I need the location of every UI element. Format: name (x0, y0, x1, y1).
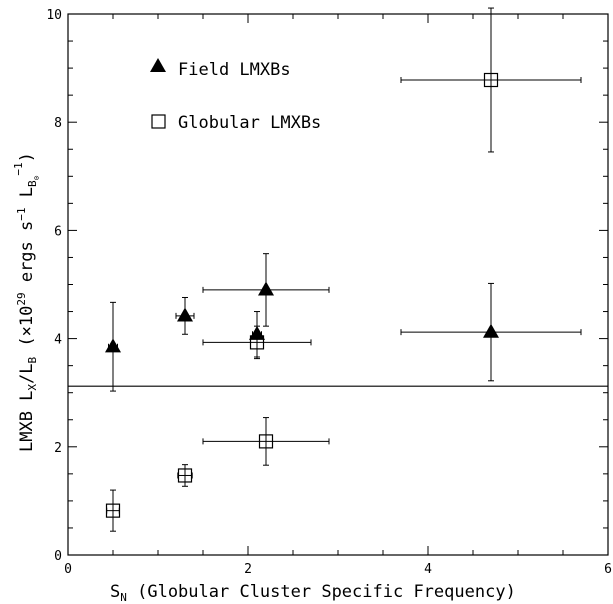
field-lmxb-point (400, 282, 582, 382)
x-tick-label: 6 (604, 562, 612, 577)
triangle-marker (258, 281, 274, 296)
triangle-marker (105, 338, 121, 353)
y-axis-label: LMXB LX/LB (×1029 ergs s−1 LB⊙−1) (12, 152, 41, 452)
y-tick-label: 8 (54, 116, 62, 131)
globular-lmxb-point (400, 7, 582, 153)
triangle-marker (177, 307, 193, 322)
y-tick-label: 4 (54, 333, 62, 348)
field-lmxb-point (105, 301, 121, 392)
plot-frame (67, 13, 609, 556)
globular-lmxb-point (105, 489, 121, 532)
legend: Field LMXBs Globular LMXBs (150, 58, 321, 133)
field-lmxb-point (202, 253, 330, 327)
legend-square-marker (151, 114, 166, 129)
legend-globular-label: Globular LMXBs (178, 113, 321, 133)
globular-lmxb-point (202, 417, 330, 466)
square-marker (483, 72, 499, 88)
y-tick-label: 2 (54, 441, 62, 456)
square-marker (177, 468, 193, 483)
x-tick-label: 4 (424, 562, 432, 577)
x-tick-label: 2 (244, 562, 252, 577)
y-tick-label: 0 (54, 549, 62, 564)
x-tick-label: 0 (64, 562, 72, 577)
square-marker (249, 335, 265, 350)
data-marks (105, 7, 582, 532)
x-axis-label: SN (Globular Cluster Specific Frequency) (110, 582, 516, 604)
legend-field-label: Field LMXBs (178, 60, 291, 80)
y-tick-label: 6 (54, 224, 62, 239)
globular-lmxb-point (202, 325, 312, 360)
square-marker (105, 503, 121, 518)
legend-triangle-marker (150, 58, 166, 72)
field-lmxb-point (175, 296, 195, 335)
axis-ticks (67, 13, 609, 556)
triangle-marker (483, 323, 499, 338)
globular-lmxb-point (177, 464, 193, 487)
square-marker (258, 434, 274, 449)
tick-labels: 0 2 4 6 0 2 4 6 8 10 (46, 8, 612, 577)
y-tick-label: 10 (46, 8, 62, 23)
